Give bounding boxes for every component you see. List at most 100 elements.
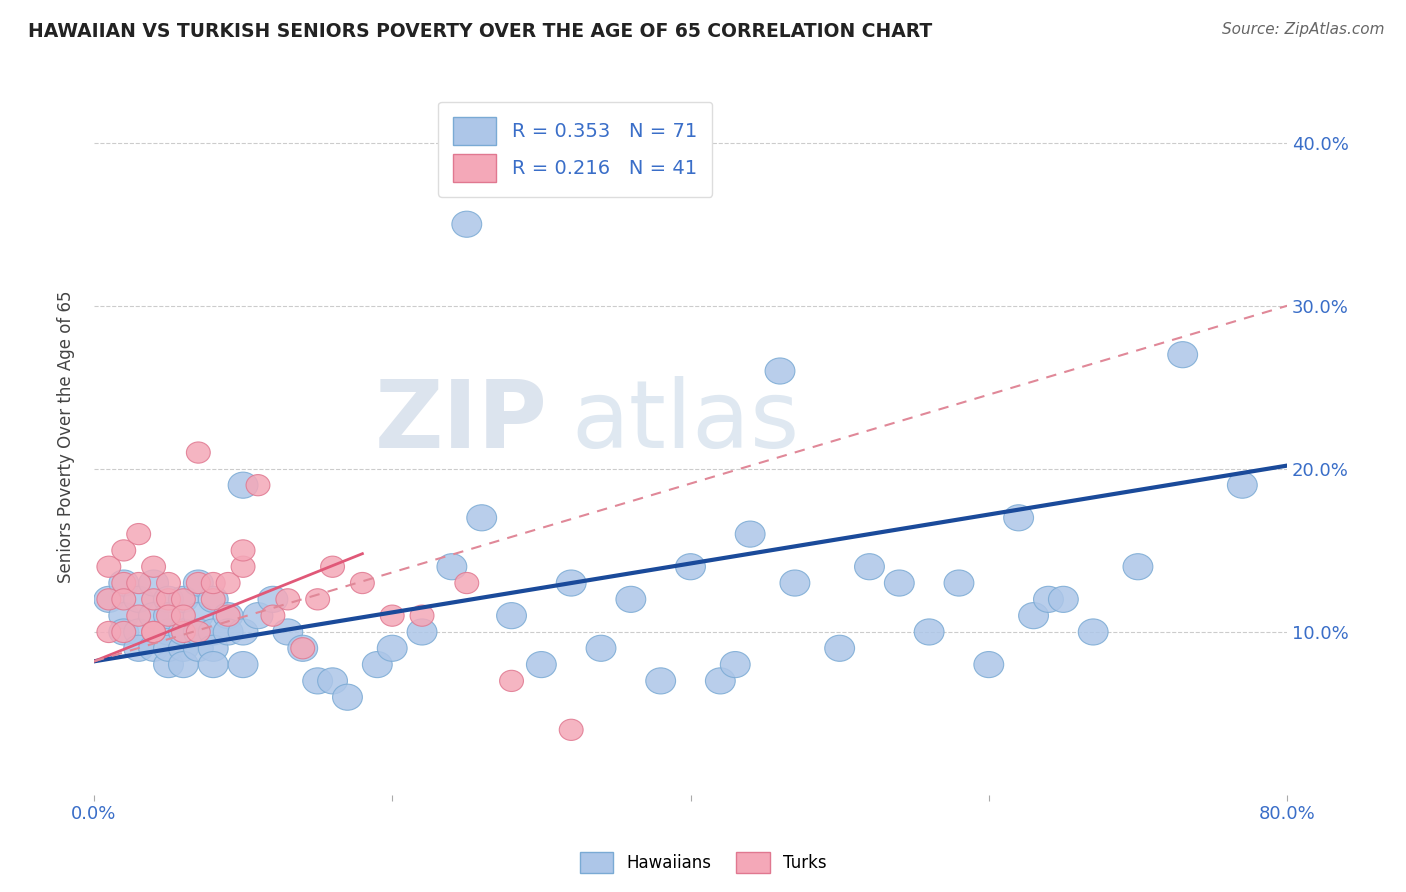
Ellipse shape bbox=[142, 622, 166, 642]
Ellipse shape bbox=[169, 651, 198, 678]
Ellipse shape bbox=[228, 651, 257, 678]
Ellipse shape bbox=[172, 589, 195, 610]
Ellipse shape bbox=[139, 635, 169, 661]
Ellipse shape bbox=[97, 589, 121, 610]
Ellipse shape bbox=[183, 570, 214, 596]
Legend: Hawaiians, Turks: Hawaiians, Turks bbox=[572, 846, 834, 880]
Ellipse shape bbox=[557, 570, 586, 596]
Ellipse shape bbox=[914, 619, 943, 645]
Ellipse shape bbox=[112, 540, 136, 561]
Ellipse shape bbox=[127, 605, 150, 626]
Ellipse shape bbox=[228, 472, 257, 499]
Text: ZIP: ZIP bbox=[374, 376, 547, 468]
Ellipse shape bbox=[198, 635, 228, 661]
Ellipse shape bbox=[1168, 342, 1198, 368]
Ellipse shape bbox=[108, 603, 139, 629]
Text: HAWAIIAN VS TURKISH SENIORS POVERTY OVER THE AGE OF 65 CORRELATION CHART: HAWAIIAN VS TURKISH SENIORS POVERTY OVER… bbox=[28, 22, 932, 41]
Ellipse shape bbox=[1078, 619, 1108, 645]
Ellipse shape bbox=[1004, 505, 1033, 531]
Ellipse shape bbox=[408, 619, 437, 645]
Ellipse shape bbox=[97, 622, 121, 642]
Y-axis label: Seniors Poverty Over the Age of 65: Seniors Poverty Over the Age of 65 bbox=[58, 290, 75, 582]
Ellipse shape bbox=[153, 635, 183, 661]
Ellipse shape bbox=[183, 619, 214, 645]
Ellipse shape bbox=[780, 570, 810, 596]
Ellipse shape bbox=[1049, 586, 1078, 613]
Ellipse shape bbox=[276, 589, 299, 610]
Ellipse shape bbox=[377, 635, 408, 661]
Ellipse shape bbox=[112, 622, 136, 642]
Ellipse shape bbox=[153, 586, 183, 613]
Ellipse shape bbox=[198, 651, 228, 678]
Ellipse shape bbox=[172, 622, 195, 642]
Ellipse shape bbox=[214, 603, 243, 629]
Ellipse shape bbox=[142, 589, 166, 610]
Ellipse shape bbox=[231, 556, 254, 577]
Ellipse shape bbox=[411, 605, 434, 626]
Ellipse shape bbox=[246, 475, 270, 496]
Ellipse shape bbox=[172, 605, 195, 626]
Legend: R = 0.353   N = 71, R = 0.216   N = 41: R = 0.353 N = 71, R = 0.216 N = 41 bbox=[437, 102, 713, 197]
Ellipse shape bbox=[201, 589, 225, 610]
Ellipse shape bbox=[231, 540, 254, 561]
Ellipse shape bbox=[97, 556, 121, 577]
Ellipse shape bbox=[201, 573, 225, 594]
Ellipse shape bbox=[153, 619, 183, 645]
Ellipse shape bbox=[124, 635, 153, 661]
Ellipse shape bbox=[437, 554, 467, 580]
Ellipse shape bbox=[139, 570, 169, 596]
Ellipse shape bbox=[586, 635, 616, 661]
Ellipse shape bbox=[616, 586, 645, 613]
Ellipse shape bbox=[214, 619, 243, 645]
Ellipse shape bbox=[273, 619, 302, 645]
Ellipse shape bbox=[142, 622, 166, 642]
Ellipse shape bbox=[363, 651, 392, 678]
Ellipse shape bbox=[855, 554, 884, 580]
Ellipse shape bbox=[169, 635, 198, 661]
Ellipse shape bbox=[451, 211, 482, 237]
Ellipse shape bbox=[257, 586, 288, 613]
Ellipse shape bbox=[496, 603, 526, 629]
Ellipse shape bbox=[124, 586, 153, 613]
Ellipse shape bbox=[720, 651, 751, 678]
Ellipse shape bbox=[108, 619, 139, 645]
Ellipse shape bbox=[183, 603, 214, 629]
Ellipse shape bbox=[380, 605, 404, 626]
Ellipse shape bbox=[321, 556, 344, 577]
Ellipse shape bbox=[1123, 554, 1153, 580]
Ellipse shape bbox=[153, 651, 183, 678]
Ellipse shape bbox=[156, 605, 180, 626]
Ellipse shape bbox=[676, 554, 706, 580]
Ellipse shape bbox=[187, 622, 211, 642]
Ellipse shape bbox=[112, 573, 136, 594]
Ellipse shape bbox=[112, 589, 136, 610]
Ellipse shape bbox=[645, 668, 676, 694]
Ellipse shape bbox=[156, 589, 180, 610]
Ellipse shape bbox=[262, 605, 285, 626]
Ellipse shape bbox=[302, 668, 333, 694]
Text: Source: ZipAtlas.com: Source: ZipAtlas.com bbox=[1222, 22, 1385, 37]
Ellipse shape bbox=[156, 573, 180, 594]
Ellipse shape bbox=[217, 605, 240, 626]
Ellipse shape bbox=[456, 573, 478, 594]
Ellipse shape bbox=[169, 619, 198, 645]
Text: atlas: atlas bbox=[571, 376, 800, 468]
Ellipse shape bbox=[198, 586, 228, 613]
Ellipse shape bbox=[1227, 472, 1257, 499]
Ellipse shape bbox=[217, 573, 240, 594]
Ellipse shape bbox=[499, 670, 523, 691]
Ellipse shape bbox=[350, 573, 374, 594]
Ellipse shape bbox=[825, 635, 855, 661]
Ellipse shape bbox=[318, 668, 347, 694]
Ellipse shape bbox=[706, 668, 735, 694]
Ellipse shape bbox=[974, 651, 1004, 678]
Ellipse shape bbox=[169, 586, 198, 613]
Ellipse shape bbox=[139, 603, 169, 629]
Ellipse shape bbox=[560, 719, 583, 740]
Ellipse shape bbox=[305, 589, 329, 610]
Ellipse shape bbox=[735, 521, 765, 547]
Ellipse shape bbox=[108, 570, 139, 596]
Ellipse shape bbox=[198, 619, 228, 645]
Ellipse shape bbox=[183, 635, 214, 661]
Ellipse shape bbox=[153, 603, 183, 629]
